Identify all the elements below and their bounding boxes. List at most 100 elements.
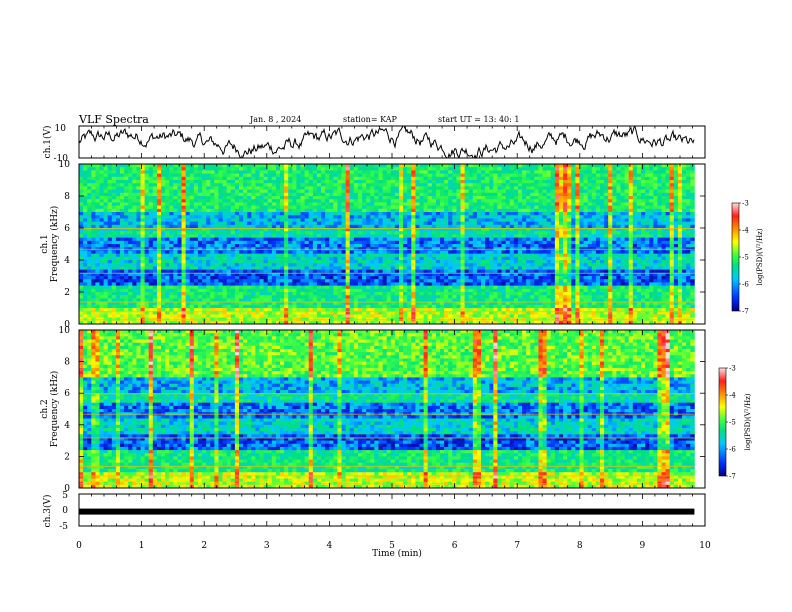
heatmap-cell xyxy=(394,167,400,171)
heatmap-cell xyxy=(202,269,207,274)
heatmap-cell xyxy=(382,244,388,248)
heatmap-cell xyxy=(206,240,211,245)
heatmap-cell xyxy=(440,314,445,318)
heatmap-cell xyxy=(370,295,375,299)
heatmap-cell xyxy=(452,208,457,213)
heatmap-cell xyxy=(316,180,322,184)
heatmap-cell xyxy=(230,276,236,280)
heatmap-cell xyxy=(185,170,191,174)
heatmap-cell xyxy=(111,320,117,325)
heatmap-cell xyxy=(169,164,174,168)
heatmap-cell xyxy=(394,199,400,203)
heatmap-cell xyxy=(99,295,105,299)
heatmap-cell xyxy=(431,212,437,216)
heatmap-cell xyxy=(427,250,433,254)
heatmap-cell xyxy=(472,183,478,187)
heatmap-cell xyxy=(312,311,318,315)
heatmap-cell xyxy=(95,263,100,267)
heatmap-cell xyxy=(398,164,404,168)
heatmap-cell xyxy=(353,199,359,203)
heatmap-cell xyxy=(440,196,445,200)
heatmap-cell xyxy=(370,282,375,286)
heatmap-cell xyxy=(284,234,289,238)
heatmap-cell xyxy=(222,234,228,238)
heatmap-cell xyxy=(148,176,154,181)
heatmap-cell xyxy=(435,279,441,283)
heatmap-cell xyxy=(382,231,388,235)
heatmap-cell xyxy=(115,208,121,213)
heatmap-cell xyxy=(366,285,371,290)
heatmap-cell xyxy=(226,183,232,187)
heatmap-cell xyxy=(374,202,379,206)
heatmap-cell xyxy=(386,164,392,168)
heatmap-cell xyxy=(259,263,265,267)
heatmap-cell xyxy=(128,266,133,270)
heatmap-cell xyxy=(366,282,371,286)
heatmap-cell xyxy=(353,212,359,216)
heatmap-cell xyxy=(202,314,207,318)
heatmap-cell xyxy=(226,202,232,206)
heatmap-cell xyxy=(485,279,490,283)
heatmap-cell xyxy=(468,183,474,187)
heatmap-cell xyxy=(103,272,109,277)
heatmap-cell xyxy=(411,269,416,274)
heatmap-cell xyxy=(238,263,244,267)
heatmap-cell xyxy=(321,298,326,302)
heatmap-cell xyxy=(427,272,433,277)
heatmap-cell xyxy=(476,279,482,283)
heatmap-cell xyxy=(148,167,154,171)
heatmap-cell xyxy=(321,186,326,190)
heatmap-cell xyxy=(83,314,88,318)
heatmap-cell xyxy=(435,205,441,210)
heatmap-cell xyxy=(165,298,170,302)
heatmap-cell xyxy=(456,304,461,309)
heatmap-cell xyxy=(362,292,367,296)
heatmap-cell xyxy=(378,292,383,296)
heatmap-cell xyxy=(247,228,252,232)
heatmap-cell xyxy=(271,263,277,267)
heatmap-cell xyxy=(481,288,486,293)
heatmap-cell xyxy=(435,250,441,254)
heatmap-cell xyxy=(440,298,445,302)
heatmap-cell xyxy=(173,276,178,280)
heatmap-cell xyxy=(136,276,141,280)
heatmap-cell xyxy=(243,288,248,293)
heatmap-cell xyxy=(415,196,420,200)
heatmap-cell xyxy=(472,240,478,245)
heatmap-cell xyxy=(382,221,388,226)
heatmap-cell xyxy=(378,240,383,245)
heatmap-cell xyxy=(460,218,466,222)
heatmap-cell xyxy=(312,304,318,309)
heatmap-cell xyxy=(259,260,265,264)
heatmap-cell xyxy=(390,311,396,315)
heatmap-cell xyxy=(128,215,133,219)
heatmap-cell xyxy=(185,282,191,286)
heatmap-cell xyxy=(124,221,129,226)
heatmap-cell xyxy=(374,234,379,238)
heatmap-cell xyxy=(308,308,314,312)
heatmap-cell xyxy=(456,192,461,197)
heatmap-cell xyxy=(259,189,265,194)
heatmap-cell xyxy=(120,192,125,197)
heatmap-cell xyxy=(107,269,113,274)
heatmap-cell xyxy=(394,218,400,222)
heatmap-cell xyxy=(390,196,396,200)
heatmap-cell xyxy=(456,186,461,190)
heatmap-cell xyxy=(280,234,285,238)
heatmap-cell xyxy=(448,266,453,270)
heatmap-cell xyxy=(435,180,441,184)
heatmap-cell xyxy=(115,266,121,270)
heatmap-cell xyxy=(206,288,211,293)
heatmap-cell xyxy=(255,314,260,318)
heatmap-cell xyxy=(345,199,351,203)
heatmap-cell xyxy=(456,221,461,226)
heatmap-cell xyxy=(111,234,117,238)
ch1-ylabel: ch.1(V) xyxy=(42,126,53,159)
heatmap-cell xyxy=(111,237,117,242)
heatmap-cell xyxy=(185,202,191,206)
heatmap-cell xyxy=(247,234,252,238)
heatmap-cell xyxy=(472,196,478,200)
heatmap-cell xyxy=(99,256,105,261)
heatmap-cell xyxy=(226,256,232,261)
heatmap-cell xyxy=(296,167,301,171)
